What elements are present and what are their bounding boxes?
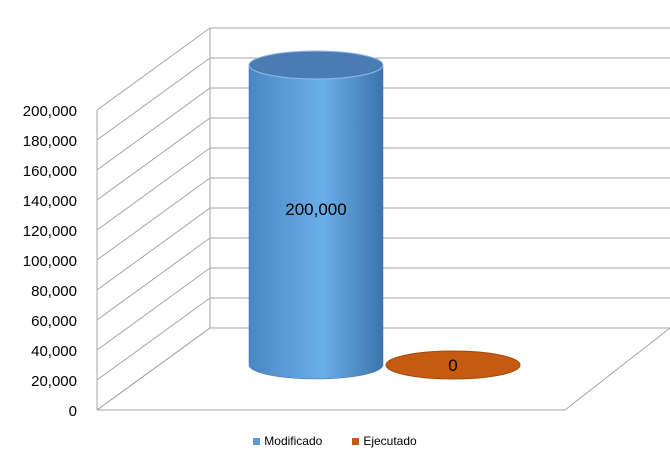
y-tick-label: 180,000 [23,133,77,150]
gridline-side [96,177,211,261]
legend: Modificado Ejecutado [0,432,670,450]
legend-swatch-modificado [253,437,261,445]
y-tick-label: 80,000 [31,283,77,300]
bar-modificado [248,50,384,380]
gridlines [96,27,670,411]
legend-label-modificado: Modificado [264,434,323,448]
gridline-side [96,297,211,381]
y-tick-label: 200,000 [23,103,77,120]
y-tick-label: 0 [69,403,77,420]
gridline-side [96,327,211,411]
gridline-side [96,57,211,141]
gridline-side [96,87,211,171]
gridline-side [96,117,211,201]
y-tick-label: 100,000 [23,253,77,270]
gridline-side [96,237,211,321]
bar-top [248,50,384,80]
gridline-side [96,147,211,231]
chart-walls [96,28,670,411]
bar-ejecutado [385,350,521,380]
bar-body [248,64,384,380]
y-tick-label: 140,000 [23,193,77,210]
bars [248,50,521,380]
bar-top [385,350,521,380]
legend-item-modificado: Modificado [253,434,322,448]
y-tick-label: 120,000 [23,223,77,240]
legend-swatch-ejecutado [352,437,360,445]
gridline-side [96,27,211,111]
gridline-side [96,207,211,291]
legend-item-ejecutado: Ejecutado [352,434,417,448]
y-tick-label: 60,000 [31,313,77,330]
y-tick-label: 160,000 [23,163,77,180]
data-labels: 200,000 0 [285,200,457,375]
data-label-modificado: 200,000 [285,200,346,219]
floor [96,327,670,411]
y-axis-ticks: 0 20,000 40,000 60,000 80,000 100,000 120,000 1… [23,103,77,420]
gridline-side [96,267,211,351]
y-tick-label: 20,000 [31,373,77,390]
legend-label-ejecutado: Ejecutado [363,434,417,448]
y-tick-label: 40,000 [31,343,77,360]
data-label-ejecutado: 0 [448,356,457,375]
